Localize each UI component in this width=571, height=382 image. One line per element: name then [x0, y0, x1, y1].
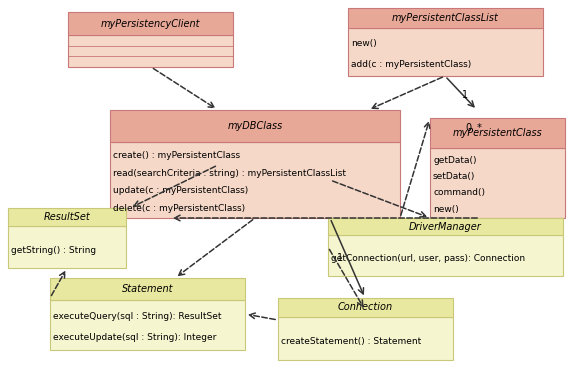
Bar: [68, 12, 233, 35]
Bar: [348, 28, 543, 76]
Text: getString() : String: getString() : String: [11, 246, 96, 255]
Bar: [430, 148, 565, 218]
Bar: [110, 110, 400, 142]
Text: myDBClass: myDBClass: [227, 121, 283, 131]
Text: executeQuery(sql : String): ResultSet: executeQuery(sql : String): ResultSet: [53, 312, 222, 320]
Bar: [8, 208, 126, 226]
Text: myPersistencyClient: myPersistencyClient: [100, 19, 200, 29]
Text: read(searchCriteria : string) : myPersistentClassList: read(searchCriteria : string) : myPersis…: [113, 169, 346, 178]
Bar: [278, 317, 453, 360]
Text: 0..*: 0..*: [465, 123, 482, 133]
Bar: [8, 226, 126, 268]
Text: create() : myPersistentClass: create() : myPersistentClass: [113, 151, 240, 160]
Text: myPersistentClassList: myPersistentClassList: [392, 13, 499, 23]
Text: update(c : myPersistentClass): update(c : myPersistentClass): [113, 186, 248, 195]
Text: 1: 1: [462, 90, 468, 100]
Bar: [68, 35, 233, 67]
Text: delete(c : myPersistentClass): delete(c : myPersistentClass): [113, 204, 245, 213]
Bar: [328, 218, 563, 235]
Text: Connection: Connection: [338, 302, 393, 312]
Text: DriverManager: DriverManager: [409, 222, 482, 232]
Text: new(): new(): [351, 39, 377, 49]
Bar: [50, 278, 245, 299]
Text: 1: 1: [337, 253, 343, 263]
Bar: [278, 298, 453, 317]
Bar: [110, 142, 400, 218]
Text: createStatement() : Statement: createStatement() : Statement: [281, 337, 421, 346]
Text: setData(): setData(): [433, 172, 476, 181]
Text: ResultSet: ResultSet: [43, 212, 90, 222]
Text: getConnection(url, user, pass): Connection: getConnection(url, user, pass): Connecti…: [331, 254, 525, 263]
Text: command(): command(): [433, 188, 485, 197]
Text: Statement: Statement: [122, 284, 173, 294]
Text: getData(): getData(): [433, 156, 477, 165]
Text: executeUpdate(sql : String): Integer: executeUpdate(sql : String): Integer: [53, 333, 216, 342]
Text: new(): new(): [433, 204, 459, 214]
Text: myPersistentClass: myPersistentClass: [453, 128, 542, 138]
Bar: [430, 118, 565, 148]
Bar: [348, 8, 543, 28]
Bar: [328, 235, 563, 276]
Bar: [50, 299, 245, 350]
Text: add(c : myPersistentClass): add(c : myPersistentClass): [351, 60, 471, 69]
